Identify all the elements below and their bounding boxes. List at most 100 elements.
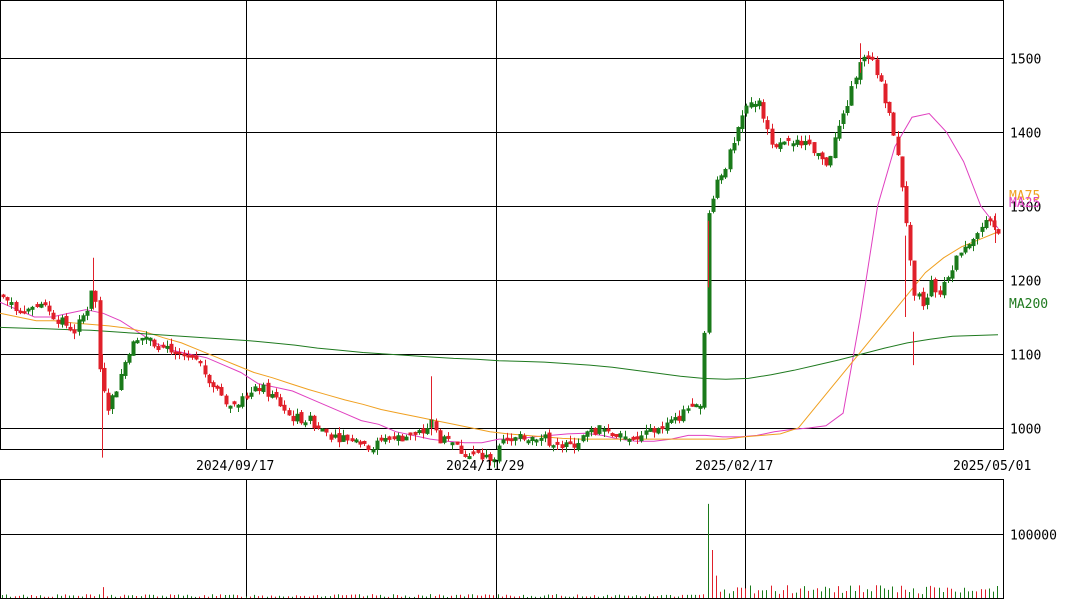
candle-body: [736, 127, 741, 142]
ma-label: MA75: [1009, 189, 1040, 204]
candle-body: [547, 432, 552, 446]
date-tick-label: 2025/05/01: [953, 459, 1031, 474]
candle-body: [921, 291, 926, 307]
candle-body: [219, 386, 224, 396]
candle-body: [543, 434, 548, 439]
candle-body: [215, 385, 220, 389]
candle-body: [56, 319, 61, 324]
candle-body: [656, 428, 661, 434]
candle-body: [770, 128, 775, 145]
candle-body: [879, 75, 884, 82]
candle-body: [497, 445, 502, 462]
candle-body: [954, 255, 959, 270]
candle-body: [26, 308, 31, 312]
candle-body: [131, 341, 136, 356]
candle-body: [883, 83, 888, 104]
candle-body: [530, 436, 535, 441]
candle-body: [68, 326, 73, 331]
candle-body: [228, 405, 233, 409]
candle-body: [182, 353, 187, 357]
candle-body: [1, 294, 6, 298]
candle-body: [606, 428, 611, 432]
candle-body: [551, 445, 556, 448]
candle-body: [522, 435, 527, 440]
candle-body: [400, 435, 405, 442]
price-tick-label: 1400: [1010, 127, 1041, 142]
candle-body: [438, 430, 443, 444]
candle-body: [110, 395, 115, 410]
candle-body: [501, 439, 506, 444]
candle-body: [568, 441, 573, 445]
candle-body: [749, 102, 754, 108]
candle-body: [774, 144, 779, 148]
candle-body: [980, 226, 985, 232]
candle-body: [782, 141, 787, 145]
candle-body: [492, 459, 497, 463]
candle-body: [404, 436, 409, 441]
candle-body: [833, 137, 838, 159]
candle-body: [467, 456, 472, 460]
candle-body: [320, 428, 325, 432]
candle-body: [870, 56, 875, 60]
candle-body: [14, 302, 19, 312]
candle-body: [757, 100, 762, 107]
candle-body: [866, 55, 871, 59]
candle-body: [652, 428, 657, 433]
candle-body: [463, 454, 468, 457]
candle-body: [421, 428, 426, 434]
candle-body: [589, 429, 594, 433]
candle-body: [803, 141, 808, 146]
candlesticks: [1, 43, 1001, 468]
candle-body: [51, 312, 56, 320]
candle-body: [702, 332, 707, 408]
candle-body: [690, 403, 695, 407]
candle-body: [366, 445, 371, 451]
candle-body: [144, 336, 149, 340]
candle-body: [585, 431, 590, 437]
volume-frame: [0, 479, 1004, 599]
candle-body: [761, 102, 766, 119]
candle-body: [337, 433, 342, 443]
candle-body: [908, 224, 913, 261]
candle-body: [610, 433, 615, 437]
candle-body: [669, 419, 674, 423]
candle-body: [854, 77, 859, 85]
candle-body: [98, 300, 103, 370]
candle-body: [564, 442, 569, 448]
candle-body: [30, 306, 35, 310]
candle-body: [555, 441, 560, 445]
candle-body: [266, 382, 271, 397]
date-tick-label: 2024/09/17: [196, 459, 274, 474]
candle-body: [140, 337, 145, 341]
candle-body: [375, 440, 380, 450]
candle-body: [295, 413, 300, 422]
candle-body: [413, 431, 418, 435]
candle-body: [593, 428, 598, 435]
candle-body: [795, 139, 800, 145]
candle-body: [278, 397, 283, 407]
candle-body: [992, 220, 997, 228]
candle-body: [362, 440, 367, 444]
candle-body: [719, 175, 724, 181]
candle-body: [597, 425, 602, 434]
moving-averages: [0, 112, 999, 444]
candle-body: [614, 433, 619, 437]
candle-body: [476, 449, 481, 453]
candle-body: [963, 246, 968, 253]
candle-body: [417, 430, 422, 433]
candle-body: [812, 142, 817, 154]
candle-body: [820, 152, 825, 160]
candle-body: [371, 449, 376, 453]
candle-body: [824, 157, 829, 166]
candle-body: [77, 319, 82, 332]
candle-body: [203, 365, 208, 375]
candle-body: [408, 432, 413, 436]
candle-body: [891, 112, 896, 136]
candle-body: [224, 395, 229, 405]
candle-body: [106, 392, 111, 411]
candle-body: [257, 388, 262, 392]
candle-body: [333, 434, 338, 438]
candle-body: [177, 351, 182, 355]
candle-body: [446, 435, 451, 439]
candle-body: [509, 438, 514, 442]
